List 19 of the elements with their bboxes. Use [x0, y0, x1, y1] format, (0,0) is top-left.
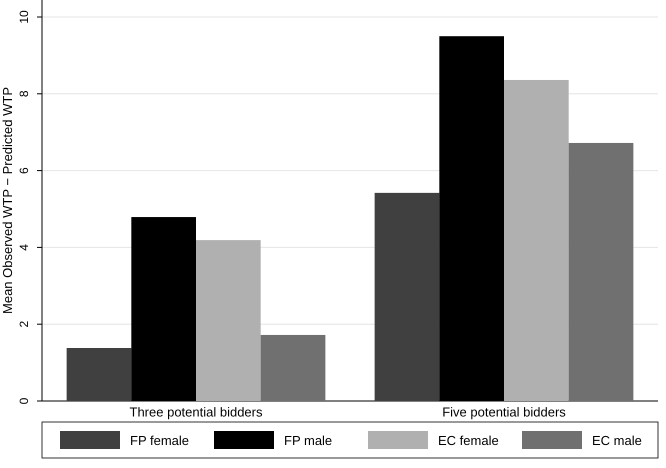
bar	[568, 142, 634, 401]
x-tick-label: Five potential bidders	[442, 404, 566, 420]
y-tick-label: 8	[17, 90, 31, 98]
x-tick-label: Three potential bidders	[130, 404, 263, 420]
y-tick-label: 6	[17, 166, 31, 174]
y-tick-label: 2	[17, 320, 31, 328]
y-tick-label: 0	[17, 397, 31, 404]
y-tick-label: 4	[17, 244, 31, 251]
legend-label: FP female	[130, 433, 190, 448]
y-tick-label: 10	[17, 10, 31, 24]
bar	[66, 348, 132, 401]
y-axis-title: Mean Observed WTP − Predicted WTP	[0, 87, 15, 314]
bar	[374, 192, 440, 401]
bar	[260, 334, 326, 401]
legend-label: EC male	[592, 433, 642, 448]
legend-label: FP male	[284, 433, 332, 448]
legend-label: EC female	[438, 433, 499, 448]
bar	[504, 80, 569, 401]
bar	[196, 240, 261, 401]
